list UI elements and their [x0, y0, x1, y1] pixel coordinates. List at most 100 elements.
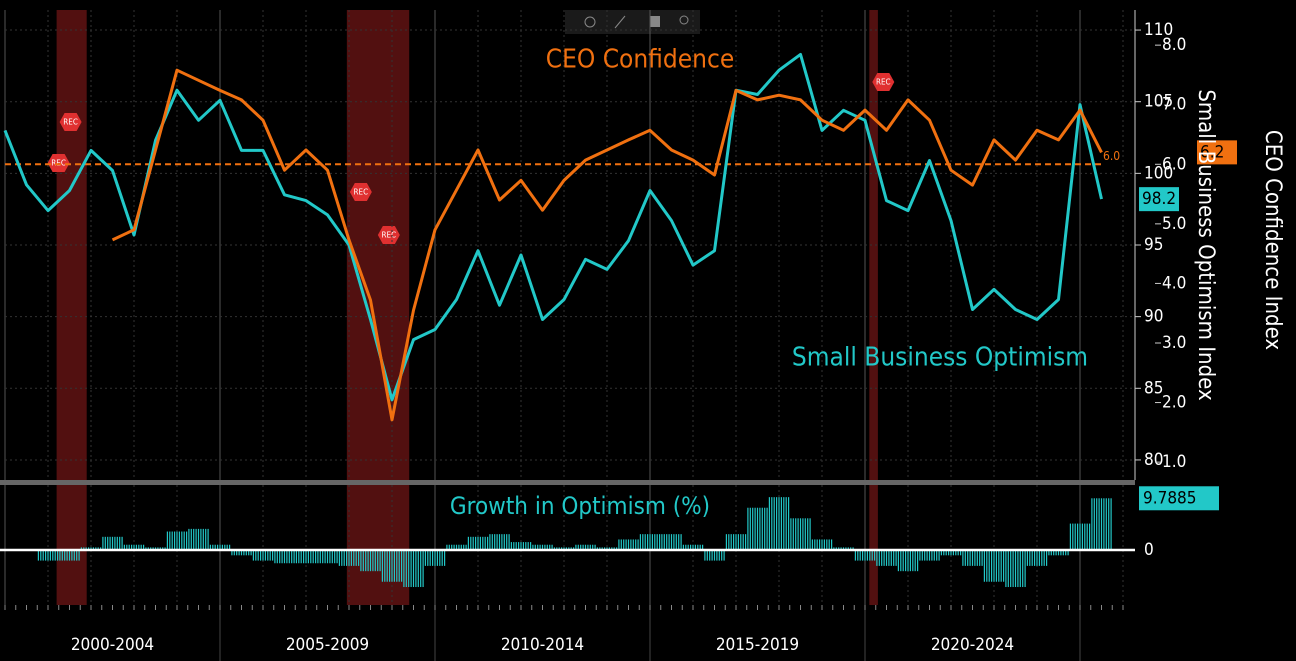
- bar: [764, 507, 766, 551]
- bar: [1069, 523, 1071, 551]
- rec-marker: [47, 154, 70, 172]
- bar: [948, 550, 950, 556]
- bar: [627, 539, 630, 551]
- bar: [205, 528, 207, 551]
- bar: [131, 544, 133, 551]
- bar: [881, 550, 883, 566]
- bar: [513, 542, 515, 551]
- bar: [527, 542, 529, 551]
- bar: [888, 550, 890, 566]
- tool-icon[interactable]: [650, 16, 660, 27]
- bar: [737, 534, 739, 551]
- bar: [745, 534, 747, 551]
- bar: [252, 550, 254, 561]
- bar: [200, 528, 202, 551]
- bar: [491, 534, 493, 551]
- bar: [45, 550, 47, 561]
- last-value-box: [1197, 140, 1237, 165]
- bar: [582, 544, 584, 551]
- bar: [991, 550, 993, 582]
- bar: [522, 542, 524, 551]
- bar: [310, 550, 312, 564]
- bar: [346, 550, 348, 566]
- bar: [663, 534, 665, 551]
- bar: [1010, 550, 1012, 588]
- bar: [852, 547, 854, 551]
- bar: [885, 550, 888, 566]
- bar: [1084, 523, 1086, 551]
- bar: [620, 539, 622, 551]
- bar: [706, 550, 708, 561]
- series-label: CEO Confidence: [546, 45, 735, 75]
- bar: [260, 550, 262, 561]
- bar: [283, 550, 286, 564]
- bar: [945, 550, 947, 556]
- bar: [556, 547, 558, 551]
- bar: [183, 531, 185, 551]
- bar: [1079, 523, 1081, 551]
- bar: [730, 534, 732, 551]
- bar: [933, 550, 935, 561]
- bar: [138, 544, 140, 551]
- bar: [718, 550, 720, 561]
- bar: [797, 518, 799, 551]
- bar: [835, 547, 837, 551]
- bar: [369, 550, 372, 572]
- bar: [73, 550, 75, 561]
- bar: [1034, 550, 1036, 566]
- bar: [735, 534, 737, 551]
- bar: [386, 550, 388, 582]
- bar: [236, 550, 238, 556]
- tool-icon[interactable]: [679, 15, 689, 25]
- bar: [594, 544, 596, 551]
- tool-icon[interactable]: [584, 16, 596, 28]
- bar: [503, 534, 505, 551]
- bar: [1062, 550, 1064, 556]
- bar: [487, 536, 489, 551]
- bar: [343, 550, 345, 566]
- bar: [498, 534, 501, 551]
- bar: [742, 534, 744, 551]
- bar: [305, 550, 307, 564]
- bar: [534, 544, 536, 551]
- bar: [613, 547, 615, 551]
- bar: [214, 544, 216, 551]
- bar: [773, 497, 775, 551]
- bar: [1093, 498, 1095, 551]
- bar: [477, 536, 479, 551]
- bar: [80, 547, 82, 551]
- bar: [584, 544, 587, 551]
- bar: [164, 547, 166, 551]
- bar: [489, 534, 491, 551]
- bar: [713, 550, 716, 561]
- bar: [530, 542, 532, 551]
- bar: [654, 534, 656, 551]
- bar: [549, 544, 551, 551]
- bar: [1105, 498, 1107, 551]
- bar: [66, 550, 68, 561]
- y-tick-label: 80: [1144, 450, 1163, 470]
- bar: [608, 547, 610, 551]
- bar: [1081, 523, 1083, 551]
- bar: [988, 550, 990, 582]
- bar: [312, 550, 314, 564]
- bar: [42, 550, 44, 561]
- x-tick-label: 2020-2024: [931, 635, 1014, 655]
- bar: [1074, 523, 1076, 551]
- bar: [1046, 550, 1048, 566]
- bar: [926, 550, 928, 561]
- bar: [850, 547, 852, 551]
- bar: [783, 497, 785, 551]
- y2-tick-label: 2.0: [1162, 393, 1186, 413]
- bar: [694, 544, 696, 551]
- bar: [104, 536, 106, 551]
- bar: [257, 550, 259, 561]
- bar: [611, 547, 613, 551]
- bar: [577, 544, 579, 551]
- tool-icon[interactable]: [614, 15, 626, 29]
- y2-tick-label: 5.0: [1162, 214, 1186, 234]
- rec-label: REC: [382, 231, 397, 240]
- bar: [1077, 523, 1079, 551]
- bar: [143, 544, 145, 551]
